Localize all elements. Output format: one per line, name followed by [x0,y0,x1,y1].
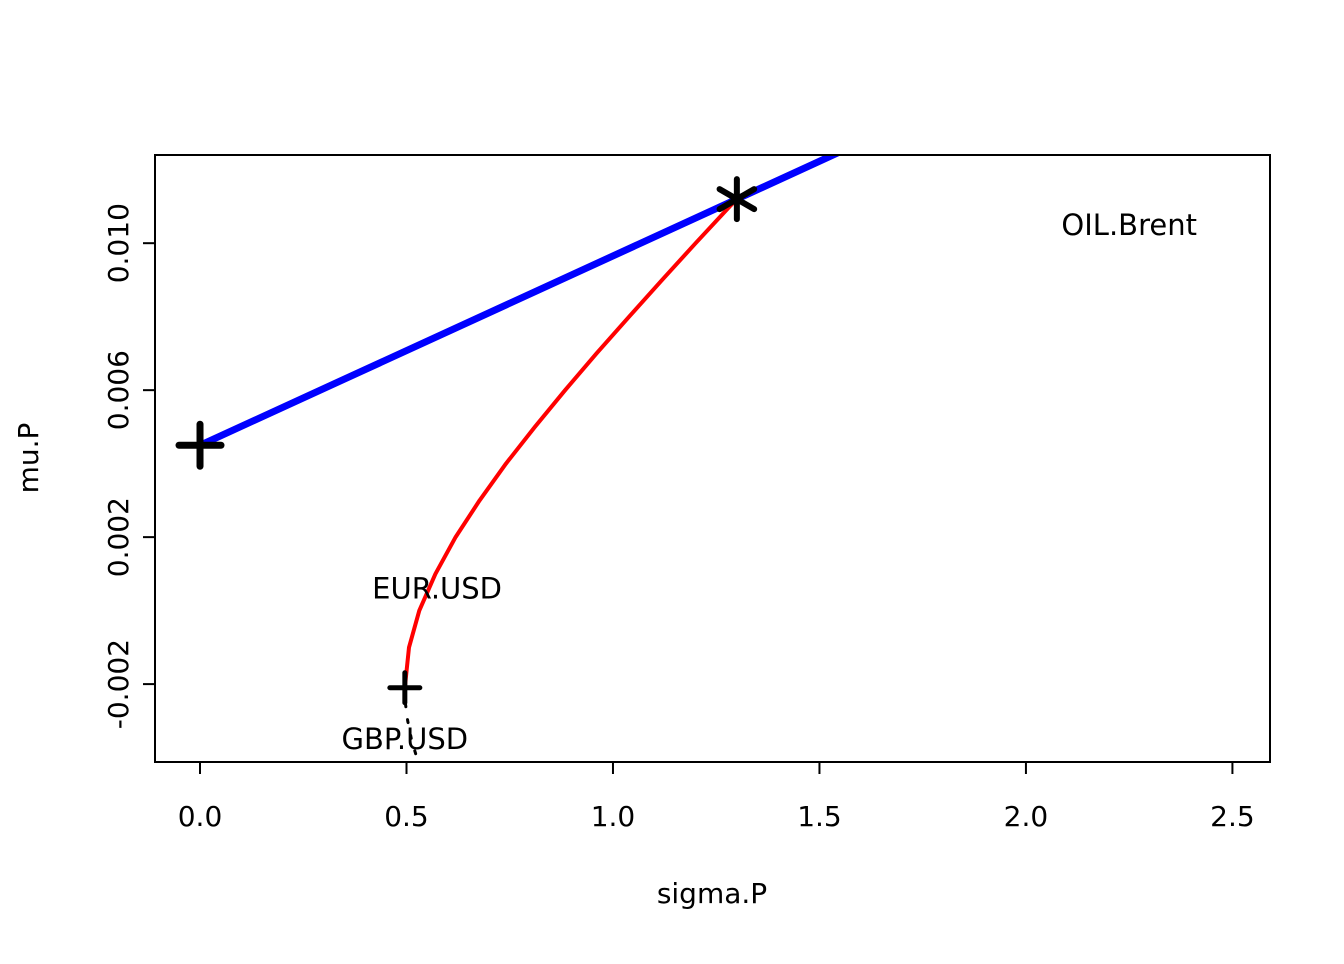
x-axis-title: sigma.P [657,877,767,910]
capital-market-line [196,155,842,449]
y-axis-tick-label: 0.010 [102,203,135,283]
tangency-point [716,176,758,223]
label-oil-brent: OIL.Brent [1061,208,1197,242]
y-axis-title: mu.P [12,423,45,494]
plot-border [154,154,1271,763]
y-axis-tick-label: 0.006 [102,350,135,430]
label-gbp-usd: GBP.USD [342,722,469,756]
x-axis-tick-label: 2.5 [1210,800,1255,833]
x-axis-tick-label: 1.5 [797,800,842,833]
efficient-frontier [402,197,739,690]
risk-free-point [175,420,225,470]
x-axis-tick-label: 1.0 [591,800,636,833]
series-layer [196,155,842,762]
y-axis-tick-label: 0.002 [102,497,135,577]
x-axis-tick-label: 2.0 [1004,800,1049,833]
min-variance-point [387,670,423,706]
y-axis-tick-label: -0.002 [102,639,135,729]
x-axis-tick-label: 0.5 [384,800,429,833]
label-eur-usd: EUR.USD [372,572,502,606]
x-axis-tick-label: 0.0 [178,800,223,833]
